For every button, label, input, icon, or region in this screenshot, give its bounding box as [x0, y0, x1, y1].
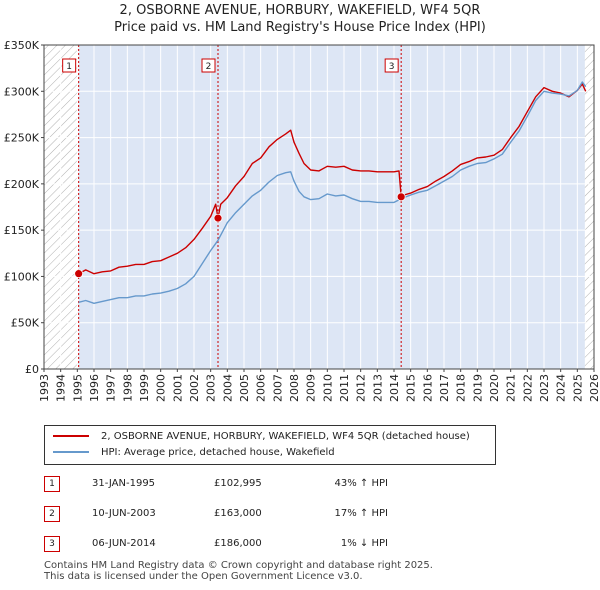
x-tick-label: 2019 — [471, 374, 484, 402]
transaction-point-1 — [74, 269, 84, 279]
x-tick-label: 1993 — [38, 374, 51, 402]
transaction-hpi-diff: 43% ↑ HPI — [334, 478, 388, 489]
transaction-date: 31-JAN-1995 — [92, 478, 156, 489]
transaction-box-2 — [201, 58, 216, 73]
transaction-price: £163,000 — [214, 508, 262, 519]
transaction-date: 06-JUN-2014 — [92, 538, 156, 549]
transaction-box-label-3: 3 — [389, 62, 395, 72]
x-tick-label: 2021 — [505, 374, 518, 402]
x-tick-label: 2004 — [221, 374, 234, 402]
transaction-markers-layer — [74, 192, 406, 279]
x-tick-label: 2018 — [455, 374, 468, 402]
property-price-line — [78, 83, 587, 275]
x-tick-label: 2008 — [288, 374, 301, 402]
transaction-hpi-diff: 17% ↑ HPI — [334, 508, 388, 519]
title-line-1: 2, OSBORNE AVENUE, HORBURY, WAKEFIELD, W… — [119, 3, 481, 18]
x-tick-label: 2003 — [205, 374, 218, 402]
y-tick-label: £350K — [4, 39, 40, 52]
x-tick-label: 1997 — [105, 374, 118, 402]
transaction-lines-layer: 1 2 3 — [62, 45, 402, 369]
x-tick-label: 2022 — [521, 374, 534, 402]
chart-legend: 2, OSBORNE AVENUE, HORBURY, WAKEFIELD, W… — [44, 425, 496, 465]
x-tick-label: 2015 — [405, 374, 418, 402]
y-tick-label: £100K — [4, 270, 40, 283]
x-tick-label: 2023 — [538, 374, 551, 402]
transaction-badge: 2 — [44, 506, 60, 522]
axes-layer: £0 £50K £100K £150K £200K £250K £300K £350K 1993… — [4, 39, 600, 402]
plot-frame — [43, 44, 595, 370]
x-tick-label: 1999 — [138, 374, 151, 402]
hatched-region-1 — [44, 45, 79, 369]
footer: Contains HM Land Registry data © Crown c… — [44, 560, 433, 582]
legend-item-hpi: HPI: Average price, detached house, Wake… — [53, 446, 335, 460]
x-tick-label: 2000 — [155, 374, 168, 402]
x-tick-label: 2005 — [238, 374, 251, 402]
transaction-point-2 — [213, 213, 223, 223]
y-tick-label: £150K — [4, 224, 40, 237]
y-tick-label: £0 — [25, 363, 39, 376]
x-tick-label: 2009 — [305, 374, 318, 402]
x-tick-label: 2017 — [438, 374, 451, 402]
transaction-box-3 — [384, 58, 399, 73]
transaction-box-1 — [62, 58, 77, 73]
legend-swatch-hpi — [53, 451, 89, 453]
y-tick-label: £250K — [4, 132, 40, 145]
price-chart: 1 2 3 £0 £50K £100K £150K £200K £250K £300K £350K… — [4, 39, 600, 402]
series-layer — [78, 81, 587, 304]
x-tick-label: 1994 — [55, 374, 68, 402]
x-tick-label: 2016 — [421, 374, 434, 402]
x-tick-label: 2012 — [355, 374, 368, 402]
transaction-badge: 3 — [44, 536, 60, 552]
x-tick-label: 1995 — [71, 374, 84, 402]
x-tick-label: 2001 — [171, 374, 184, 402]
x-tick-label: 2020 — [488, 374, 501, 402]
x-tick-label: 2025 — [571, 374, 584, 402]
x-tick-label: 2024 — [555, 374, 568, 402]
x-tick-label: 1996 — [88, 374, 101, 402]
hpi-line — [78, 81, 587, 304]
transaction-date: 10-JUN-2003 — [92, 508, 156, 519]
x-tick-label: 2002 — [188, 374, 201, 402]
transaction-box-label-1: 1 — [66, 62, 72, 72]
legend-swatch-property — [53, 435, 89, 437]
x-tick-label: 1998 — [121, 374, 134, 402]
transaction-price: £102,995 — [214, 478, 262, 489]
transaction-box-label-2: 2 — [206, 62, 212, 72]
x-tick-label: 2014 — [388, 374, 401, 402]
regions-layer — [44, 45, 594, 369]
legend-item-property: 2, OSBORNE AVENUE, HORBURY, WAKEFIELD, W… — [53, 430, 470, 444]
x-tick-label: 2026 — [588, 374, 600, 402]
x-tick-label: 2006 — [255, 374, 268, 402]
x-tick-label: 2007 — [271, 374, 284, 402]
transaction-badge: 1 — [44, 476, 60, 492]
footer-line-1: Contains HM Land Registry data © Crown c… — [44, 560, 433, 571]
x-tick-label: 2011 — [338, 374, 351, 402]
footer-line-2: This data is licensed under the Open Gov… — [44, 571, 363, 582]
x-tick-label: 2013 — [371, 374, 384, 402]
title-line-2: Price paid vs. HM Land Registry's House … — [114, 20, 486, 35]
transaction-hpi-diff: 1% ↓ HPI — [340, 538, 388, 549]
transaction-price: £186,000 — [214, 538, 262, 549]
shaded-region — [78, 45, 585, 369]
chart-title: 2, OSBORNE AVENUE, HORBURY, WAKEFIELD, W… — [0, 2, 600, 36]
y-tick-label: £300K — [4, 85, 40, 98]
legend-label-property: 2, OSBORNE AVENUE, HORBURY, WAKEFIELD, W… — [101, 431, 470, 442]
hatched-region-2 — [584, 45, 594, 369]
transaction-point-3 — [396, 192, 406, 202]
y-tick-label: £200K — [4, 178, 40, 191]
y-tick-label: £50K — [11, 317, 40, 330]
legend-label-hpi: HPI: Average price, detached house, Wake… — [101, 447, 335, 458]
x-tick-label: 2010 — [321, 374, 334, 402]
